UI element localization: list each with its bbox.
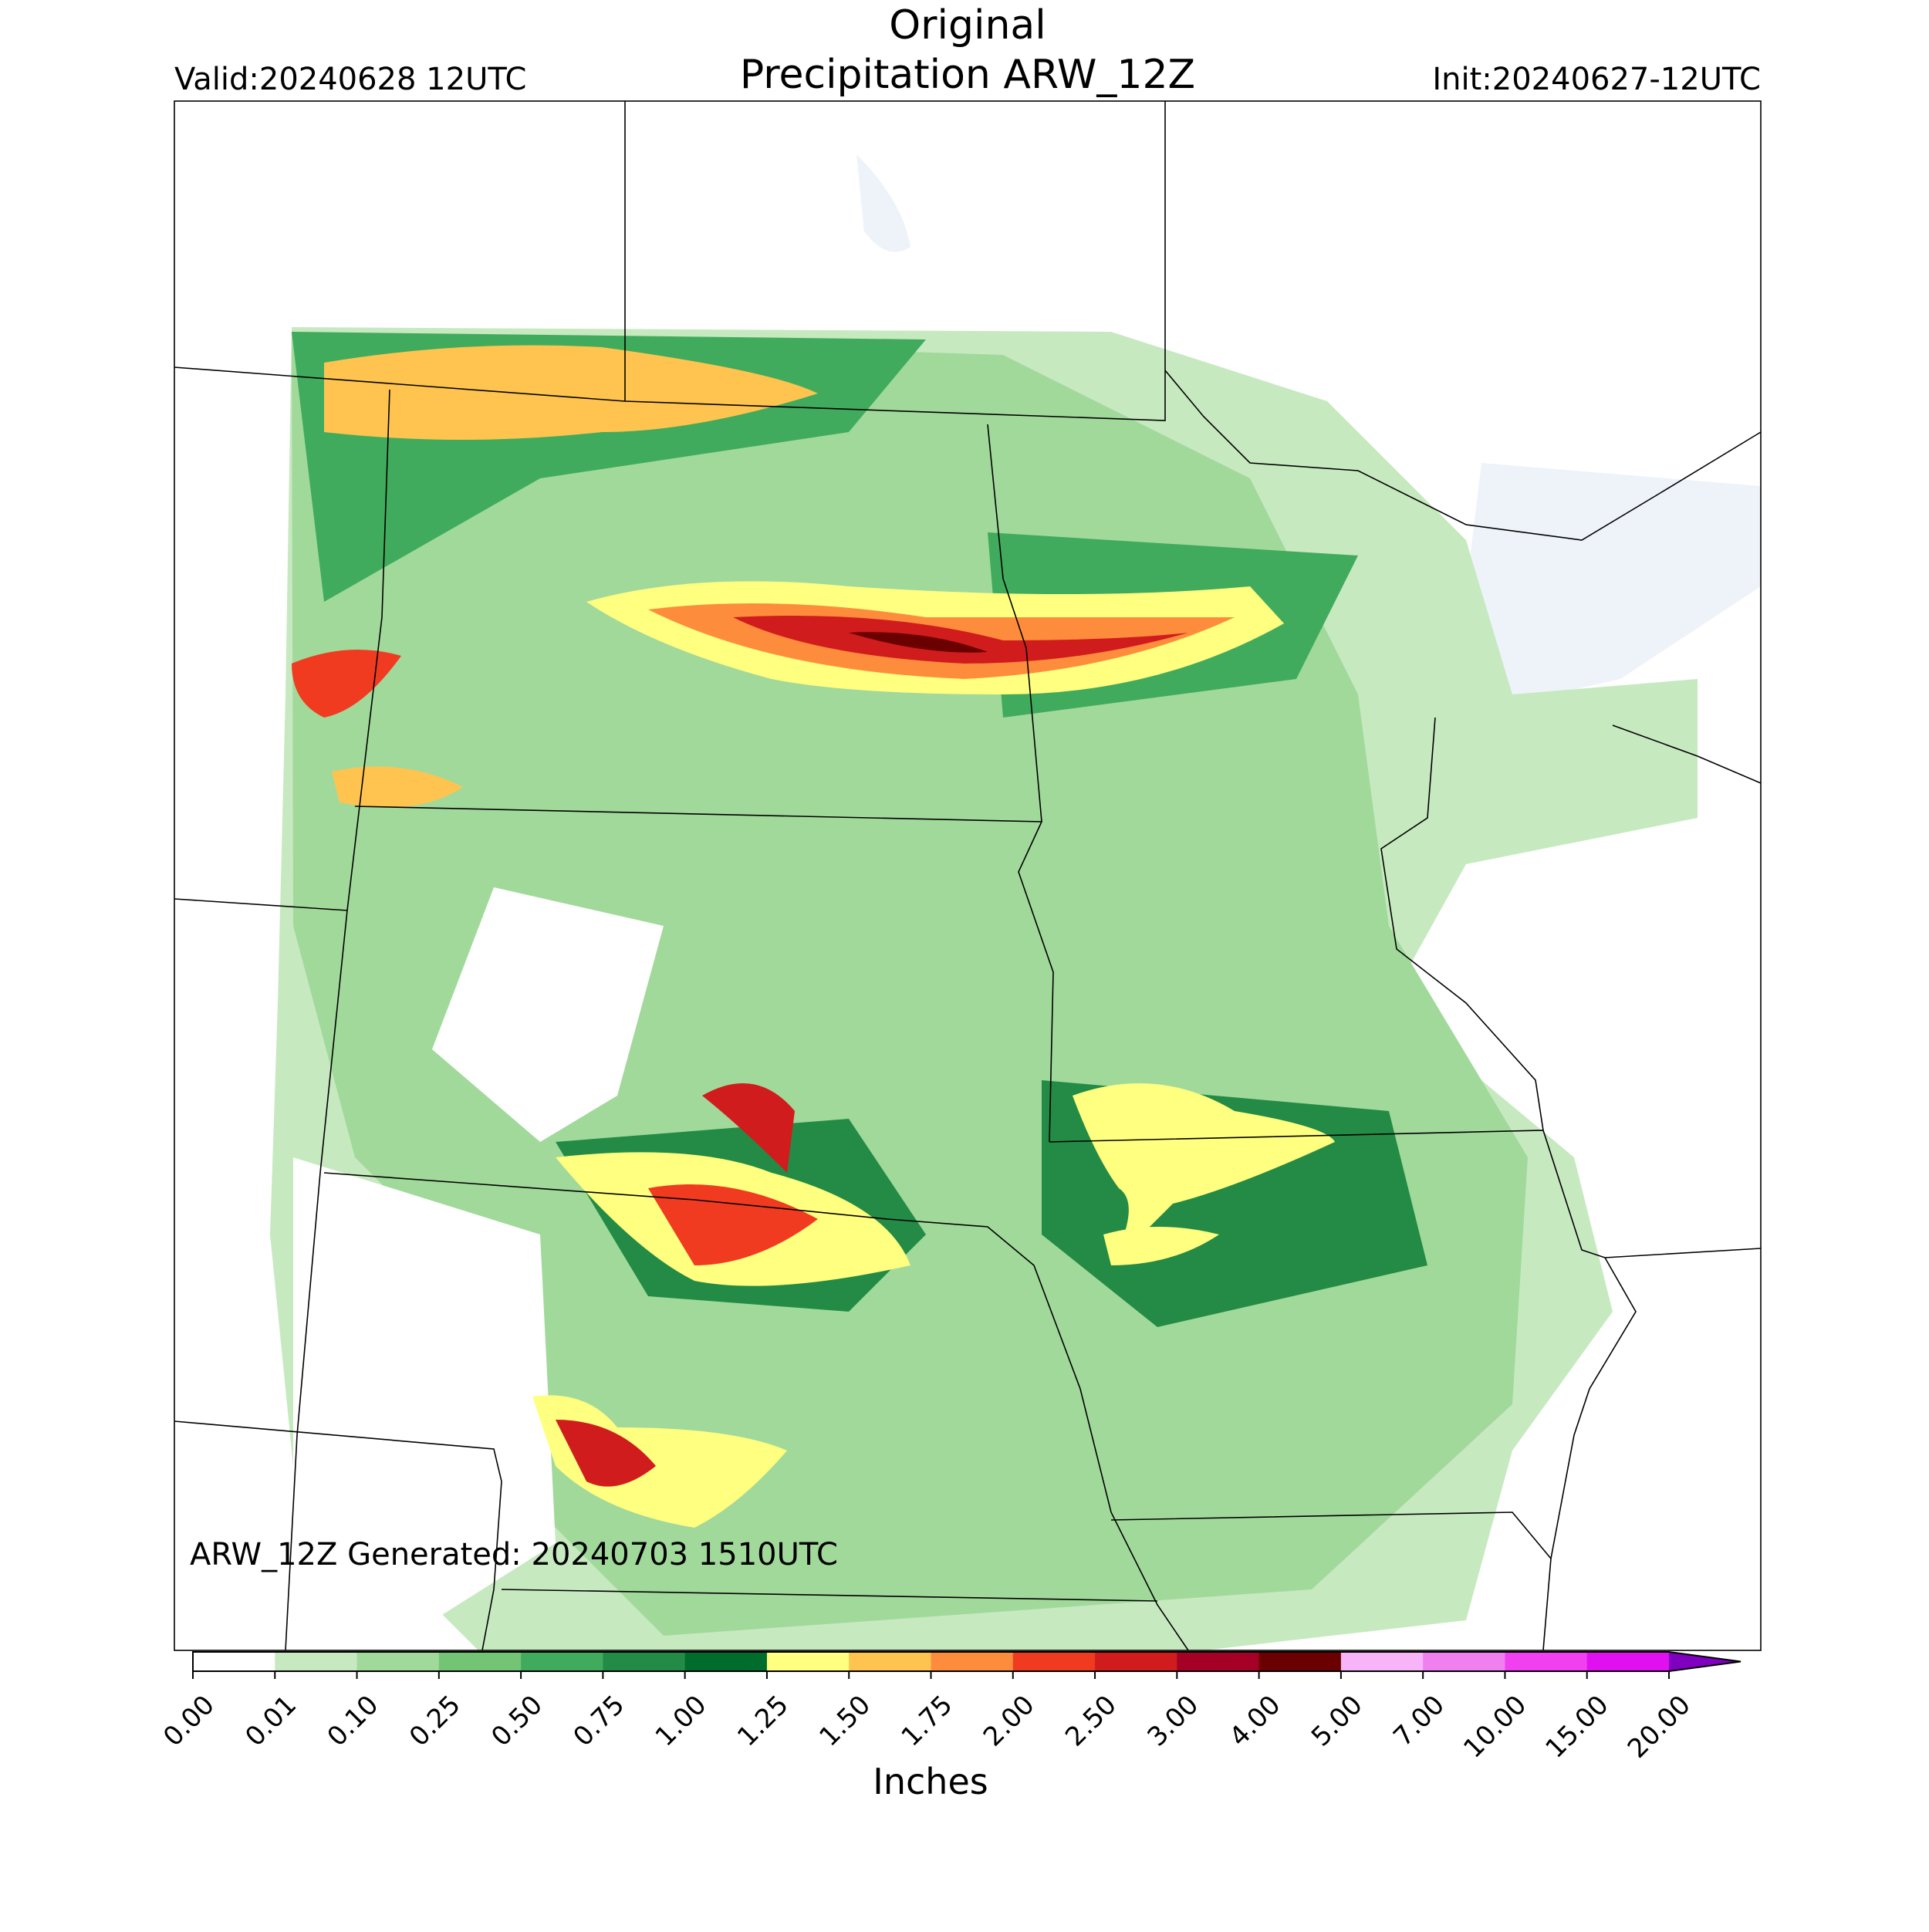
heavy-band (702, 1083, 795, 1173)
colorbar-tick-label: 1.50 (813, 1690, 877, 1753)
colorbar-bin (849, 1652, 931, 1671)
colorbar-tick-label: 15.00 (1540, 1690, 1615, 1765)
colorbar-tick-label: 2.00 (978, 1690, 1041, 1753)
colorbar-bin (1423, 1652, 1505, 1671)
heavy-band (1073, 1083, 1335, 1265)
colorbar-bin (1012, 1652, 1096, 1671)
colorbar-tick-label: 1.25 (731, 1690, 795, 1753)
heavy-band (648, 1184, 818, 1265)
colorbar-bin (356, 1652, 440, 1671)
lake (856, 154, 910, 252)
colorbar-tick-label: 3.00 (1141, 1690, 1204, 1753)
colorbar-tick-label: 5.00 (1306, 1690, 1369, 1753)
map-frame (174, 100, 1762, 1651)
colorbar-extend (1669, 1652, 1741, 1671)
precip-field (174, 101, 1761, 1650)
subtitle: Precipitation ARW_12Z (740, 52, 1195, 98)
colorbar-tick-label: 4.00 (1224, 1690, 1287, 1753)
colorbar-bin (1095, 1652, 1177, 1671)
heavy-band (292, 650, 401, 718)
colorbar-bin (603, 1652, 686, 1671)
colorbar-label: Inches (873, 1761, 988, 1802)
colorbar-tick-label: 1.00 (650, 1690, 713, 1753)
colorbar-tick-label: 0.00 (157, 1690, 221, 1753)
colorbar-bin (1177, 1652, 1260, 1671)
colorbar-tick-label: 20.00 (1622, 1690, 1697, 1765)
heavy-band (849, 632, 988, 653)
colorbar-tick-label: 1.75 (896, 1690, 959, 1753)
lake (1451, 463, 1761, 718)
colorbar-bin (275, 1652, 358, 1671)
heavy-band (1103, 1227, 1219, 1265)
title: Original (889, 2, 1046, 49)
colorbar-bin (684, 1652, 768, 1671)
colorbar-bin (766, 1652, 850, 1671)
colorbar-bin (521, 1652, 603, 1671)
colorbar-bin (438, 1652, 522, 1671)
colorbar-tick-label: 2.50 (1059, 1690, 1123, 1753)
dry-area (432, 887, 664, 1142)
generated-note: ARW_12Z Generated: 20240703 1510UTC (190, 1537, 838, 1572)
heavy-band (556, 1420, 656, 1487)
colorbar-outline (192, 1651, 1742, 1672)
colorbar-bin (1505, 1652, 1588, 1671)
colorbar-tick-label: 0.01 (239, 1690, 302, 1753)
heavy-band (733, 616, 1188, 664)
colorbar-bin (1340, 1652, 1424, 1671)
init-time: Init:20240627-12UTC (1432, 62, 1761, 97)
colorbar-tick-label: 0.25 (404, 1690, 467, 1753)
colorbar-bin (1586, 1652, 1670, 1671)
colorbar: 0.00 0.01 0.10 0.25 0.50 0.75 1.00 1.25 1.50 1.75… (157, 1651, 1742, 1765)
colorbar-tick-label: 0.10 (322, 1690, 385, 1753)
map (174, 100, 1762, 1651)
state-borders (174, 101, 1761, 1650)
heavy-band (324, 345, 818, 440)
valid-time: Valid:20240628 12UTC (174, 62, 526, 97)
heavy-band (332, 766, 463, 808)
colorbar-bin (931, 1652, 1014, 1671)
colorbar-tick-label: 10.00 (1458, 1690, 1532, 1765)
colorbar-bin (193, 1652, 275, 1671)
colorbar-tick-label: 0.50 (485, 1690, 549, 1753)
colorbar-tick-label: 7.00 (1387, 1690, 1451, 1753)
colorbar-tick-label: 0.75 (567, 1690, 630, 1753)
colorbar-bin (1258, 1652, 1342, 1671)
dry-area (293, 1157, 556, 1650)
